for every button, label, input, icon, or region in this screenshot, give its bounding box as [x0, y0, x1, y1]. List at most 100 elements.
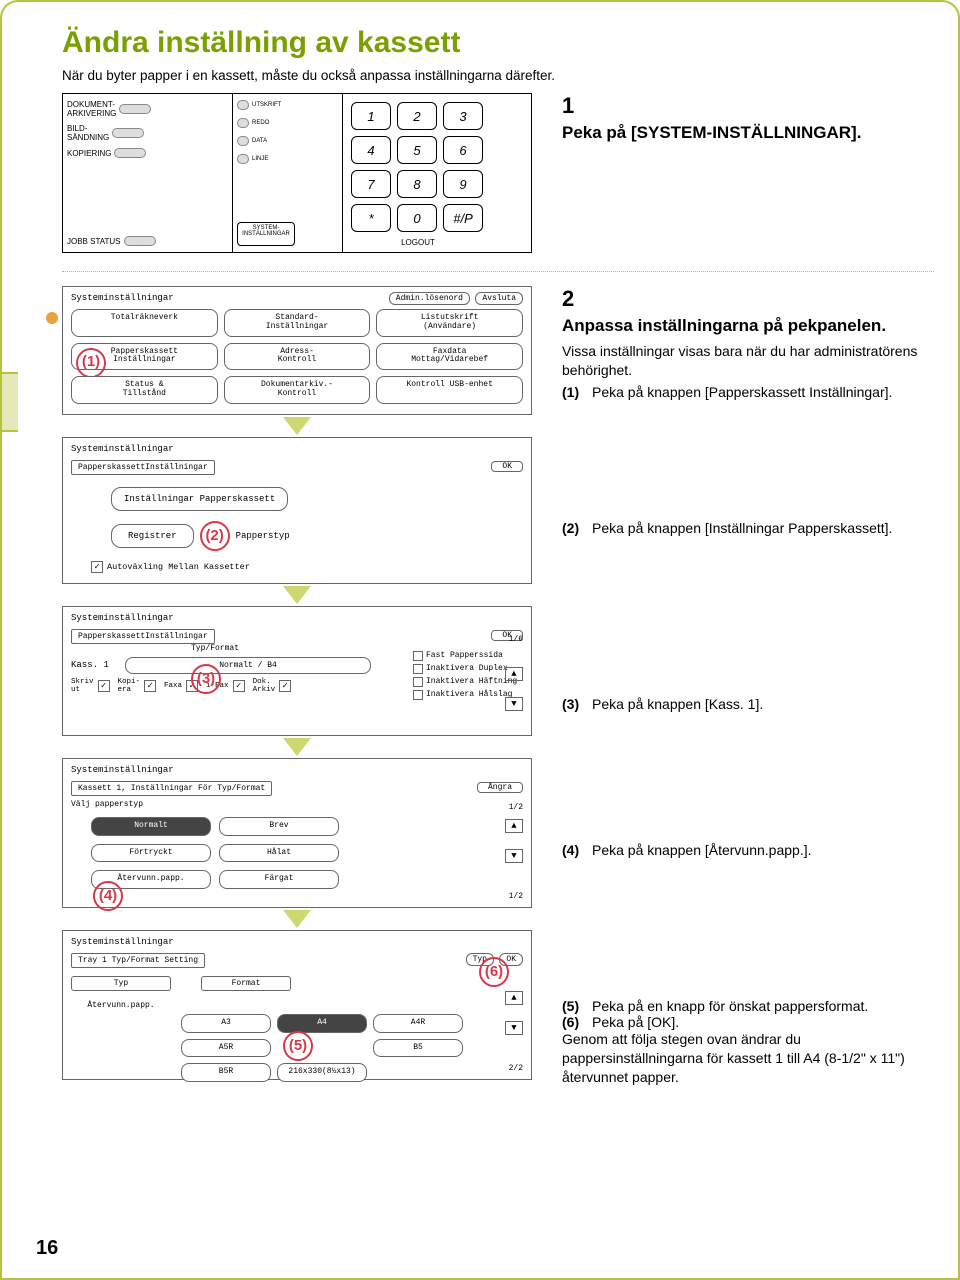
key-9[interactable]: 9 [443, 170, 483, 198]
type-brev[interactable]: Brev [219, 817, 339, 836]
cancel-button[interactable]: Ångra [477, 782, 523, 793]
step2-num: 2 [562, 286, 934, 312]
scroll-down[interactable]: ▼ [505, 849, 523, 863]
key-0[interactable]: 0 [397, 204, 437, 232]
key-4[interactable]: 4 [351, 136, 391, 164]
arrow-down-icon [283, 417, 311, 435]
fmt-b5r[interactable]: B5R [181, 1063, 271, 1082]
type-halat[interactable]: Hålat [219, 844, 339, 863]
screen-papertype: Systeminställningar Kassett 1, Inställni… [62, 758, 532, 908]
screenC-header: Systeminställningar [71, 613, 174, 623]
step1-num: 1 [562, 93, 934, 119]
callout-1: (1) [76, 348, 106, 378]
kp-left-3: JOBB STATUS [67, 237, 121, 246]
callout-2: (2) [200, 521, 230, 551]
screenD-header: Systeminställningar [71, 765, 174, 775]
typ-label: Typ [71, 976, 171, 991]
scroll-down[interactable]: ▼ [505, 1021, 523, 1035]
kp-c-2: DATA [252, 138, 267, 144]
scroll-up[interactable]: ▲ [505, 991, 523, 1005]
fmt-a4r[interactable]: A4R [373, 1014, 463, 1033]
btn-register[interactable]: Registrer [111, 524, 194, 548]
screenD-page: 1/2 [509, 803, 523, 812]
scroll-up[interactable]: ▲ [505, 667, 523, 681]
screenB-crumb: PapperskassettInställningar [71, 460, 215, 475]
key-hash[interactable]: #/P [443, 204, 483, 232]
kp-left-0: DOKUMENT- ARKIVERING [67, 100, 116, 118]
fmt-b5[interactable]: B5 [373, 1039, 463, 1058]
btn-docarchive[interactable]: Dokumentarkiv.- Kontroll [224, 376, 371, 404]
screen-format: Systeminställningar Tray 1 Typ/Format Se… [62, 930, 532, 1080]
btn-address[interactable]: Adress- Kontroll [224, 343, 371, 371]
step2-tail: Genom att följa stegen ovan ändrar du pa… [562, 1030, 934, 1087]
separator [62, 271, 934, 272]
type-fargat[interactable]: Färgat [219, 870, 339, 889]
chk-autoswitch[interactable]: ✓Autoväxling Mellan Kassetter [91, 561, 250, 573]
kp-left-2: KOPIERING [67, 149, 111, 158]
btn-papertray-settings[interactable]: Papperskassett Inställningar (1) [71, 343, 218, 371]
screenE-header: Systeminställningar [71, 937, 174, 947]
arrow-down-icon [283, 910, 311, 928]
logout-label: LOGOUT [351, 238, 485, 247]
type-normal[interactable]: Normalt [91, 817, 211, 836]
side-tab [0, 372, 18, 432]
callout-3: (3) [191, 664, 221, 694]
screenD-crumb: Kassett 1, Inställningar För Typ/Format [71, 781, 272, 796]
screenA-header: Systeminställningar [71, 293, 174, 303]
screenE-page: 2/2 [509, 1064, 523, 1073]
page-number: 16 [36, 1237, 58, 1260]
screenB-header: Systeminställningar [71, 444, 174, 454]
btn-totalcount[interactable]: Totalräkneverk [71, 309, 218, 337]
btn-status[interactable]: Status & Tillstånd [71, 376, 218, 404]
btn-listprint[interactable]: Listutskrift (Användare) [376, 309, 523, 337]
exit-button[interactable]: Avsluta [475, 292, 523, 305]
key-2[interactable]: 2 [397, 102, 437, 130]
step2-body: Vissa inställningar visas bara när du ha… [562, 342, 934, 380]
system-settings-button[interactable]: SYSTEM- INSTÄLLNINGAR [237, 222, 295, 246]
admin-password-button[interactable]: Admin.lösenord [389, 292, 470, 305]
kp-c-3: LINJE [252, 156, 268, 162]
key-5[interactable]: 5 [397, 136, 437, 164]
scroll-down[interactable]: ▼ [505, 697, 523, 711]
type-fortryckt[interactable]: Förtryckt [91, 844, 211, 863]
screenD-page2: 1/2 [509, 892, 523, 901]
screen-tray-list: Systeminställningar PapperskassettInstäl… [62, 606, 532, 736]
typ-val: Återvunn.papp. [71, 1001, 171, 1010]
tray1-label: Kass. 1 [71, 660, 121, 670]
fmt-a4[interactable]: A4 [277, 1014, 367, 1033]
kp-c-1: REDO [252, 120, 269, 126]
key-star[interactable]: * [351, 204, 391, 232]
fmt-216[interactable]: 216x330(8½x13) [277, 1063, 367, 1082]
key-1[interactable]: 1 [351, 102, 391, 130]
btn-tray-settings[interactable]: Inställningar Papperskassett [111, 487, 288, 511]
screen-papertray-settings: Systeminställningar PapperskassettInstäl… [62, 437, 532, 584]
screenC-crumb: PapperskassettInställningar [71, 629, 215, 644]
screenC-page: 1/6 [509, 635, 523, 644]
callout-6: (6) [479, 957, 509, 987]
btn-default[interactable]: Standard- Inställningar [224, 309, 371, 337]
orange-dot-icon [46, 312, 58, 324]
fmt-a3[interactable]: A3 [181, 1014, 271, 1033]
arrow-down-icon [283, 738, 311, 756]
callout-5: (5) [283, 1031, 313, 1061]
page-title: Ändra inställning av kassett [62, 26, 934, 60]
subtitle: När du byter papper i en kassett, måste … [62, 68, 934, 83]
ok-button[interactable]: OK [491, 461, 523, 472]
format-label: Format [201, 976, 291, 991]
scroll-up[interactable]: ▲ [505, 819, 523, 833]
tray1-button[interactable]: Normalt / B4 [125, 657, 371, 674]
screen-systemsettings-main: Systeminställningar Admin.lösenord Avslu… [62, 286, 532, 415]
fmt-a5r[interactable]: A5R [181, 1039, 271, 1058]
kp-c-0: UTSKRIFT [252, 102, 281, 108]
key-8[interactable]: 8 [397, 170, 437, 198]
key-3[interactable]: 3 [443, 102, 483, 130]
btn-faxdata[interactable]: Faxdata Mottag/Vidarebef [376, 343, 523, 371]
key-7[interactable]: 7 [351, 170, 391, 198]
step1-title: Peka på [SYSTEM-INSTÄLLNINGAR]. [562, 123, 934, 143]
key-6[interactable]: 6 [443, 136, 483, 164]
btn-register-r: Papperstyp [236, 531, 290, 541]
numeric-keypad: 1 2 3 4 5 6 7 8 9 * 0 #/P [351, 102, 523, 232]
btn-usb[interactable]: Kontroll USB-enhet [376, 376, 523, 404]
callout-4: (4) [93, 881, 123, 911]
screenD-prompt: Välj papperstyp [71, 800, 523, 809]
